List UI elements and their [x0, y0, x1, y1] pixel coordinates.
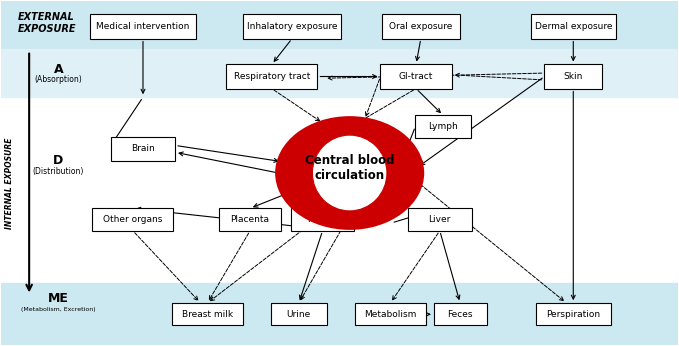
Bar [1, 283, 678, 345]
Text: Lymph: Lymph [428, 122, 458, 131]
FancyBboxPatch shape [226, 64, 318, 89]
FancyBboxPatch shape [434, 303, 487, 326]
Text: Other organs: Other organs [103, 215, 162, 224]
Text: Central blood
circulation: Central blood circulation [305, 154, 394, 182]
Text: (Distribution): (Distribution) [33, 167, 84, 176]
FancyBboxPatch shape [243, 15, 341, 39]
Text: GI-tract: GI-tract [399, 72, 433, 81]
Text: Inhalatory exposure: Inhalatory exposure [247, 22, 337, 31]
Text: EXTERNAL
EXPOSURE: EXTERNAL EXPOSURE [18, 12, 76, 34]
FancyBboxPatch shape [92, 208, 174, 231]
Text: Liver: Liver [428, 215, 451, 224]
Text: Respiratory tract: Respiratory tract [234, 72, 310, 81]
Text: A: A [54, 63, 63, 76]
Text: (Metabolism, Excretion): (Metabolism, Excretion) [21, 307, 96, 312]
FancyBboxPatch shape [172, 303, 243, 326]
FancyBboxPatch shape [416, 115, 471, 138]
Text: Feces: Feces [447, 310, 473, 319]
Text: Urine: Urine [287, 310, 311, 319]
Text: Kidney: Kidney [307, 215, 338, 224]
Text: Placenta: Placenta [231, 215, 270, 224]
FancyBboxPatch shape [380, 64, 452, 89]
FancyBboxPatch shape [219, 208, 281, 231]
Text: Dermal exposure: Dermal exposure [534, 22, 612, 31]
Bar [1, 1, 678, 49]
FancyBboxPatch shape [407, 208, 472, 231]
Text: Perspiration: Perspiration [546, 310, 600, 319]
Text: Skin: Skin [564, 72, 583, 81]
Ellipse shape [312, 135, 387, 211]
FancyBboxPatch shape [382, 15, 460, 39]
Text: Medical intervention: Medical intervention [96, 22, 189, 31]
Text: Brain: Brain [131, 144, 155, 153]
Text: Oral exposure: Oral exposure [389, 22, 452, 31]
FancyBboxPatch shape [531, 15, 616, 39]
Text: ME: ME [48, 292, 69, 305]
Ellipse shape [275, 116, 424, 230]
FancyBboxPatch shape [536, 303, 610, 326]
Text: INTERNAL EXPOSURE: INTERNAL EXPOSURE [5, 138, 14, 229]
Text: Breast milk: Breast milk [182, 310, 233, 319]
FancyBboxPatch shape [271, 303, 327, 326]
Text: Metabolism: Metabolism [364, 310, 416, 319]
FancyBboxPatch shape [354, 303, 426, 326]
Bar [1, 49, 678, 97]
FancyBboxPatch shape [90, 15, 196, 39]
Text: (Absorption): (Absorption) [35, 75, 82, 84]
Text: D: D [53, 154, 63, 167]
FancyBboxPatch shape [291, 208, 354, 231]
FancyBboxPatch shape [111, 137, 175, 161]
FancyBboxPatch shape [545, 64, 602, 89]
